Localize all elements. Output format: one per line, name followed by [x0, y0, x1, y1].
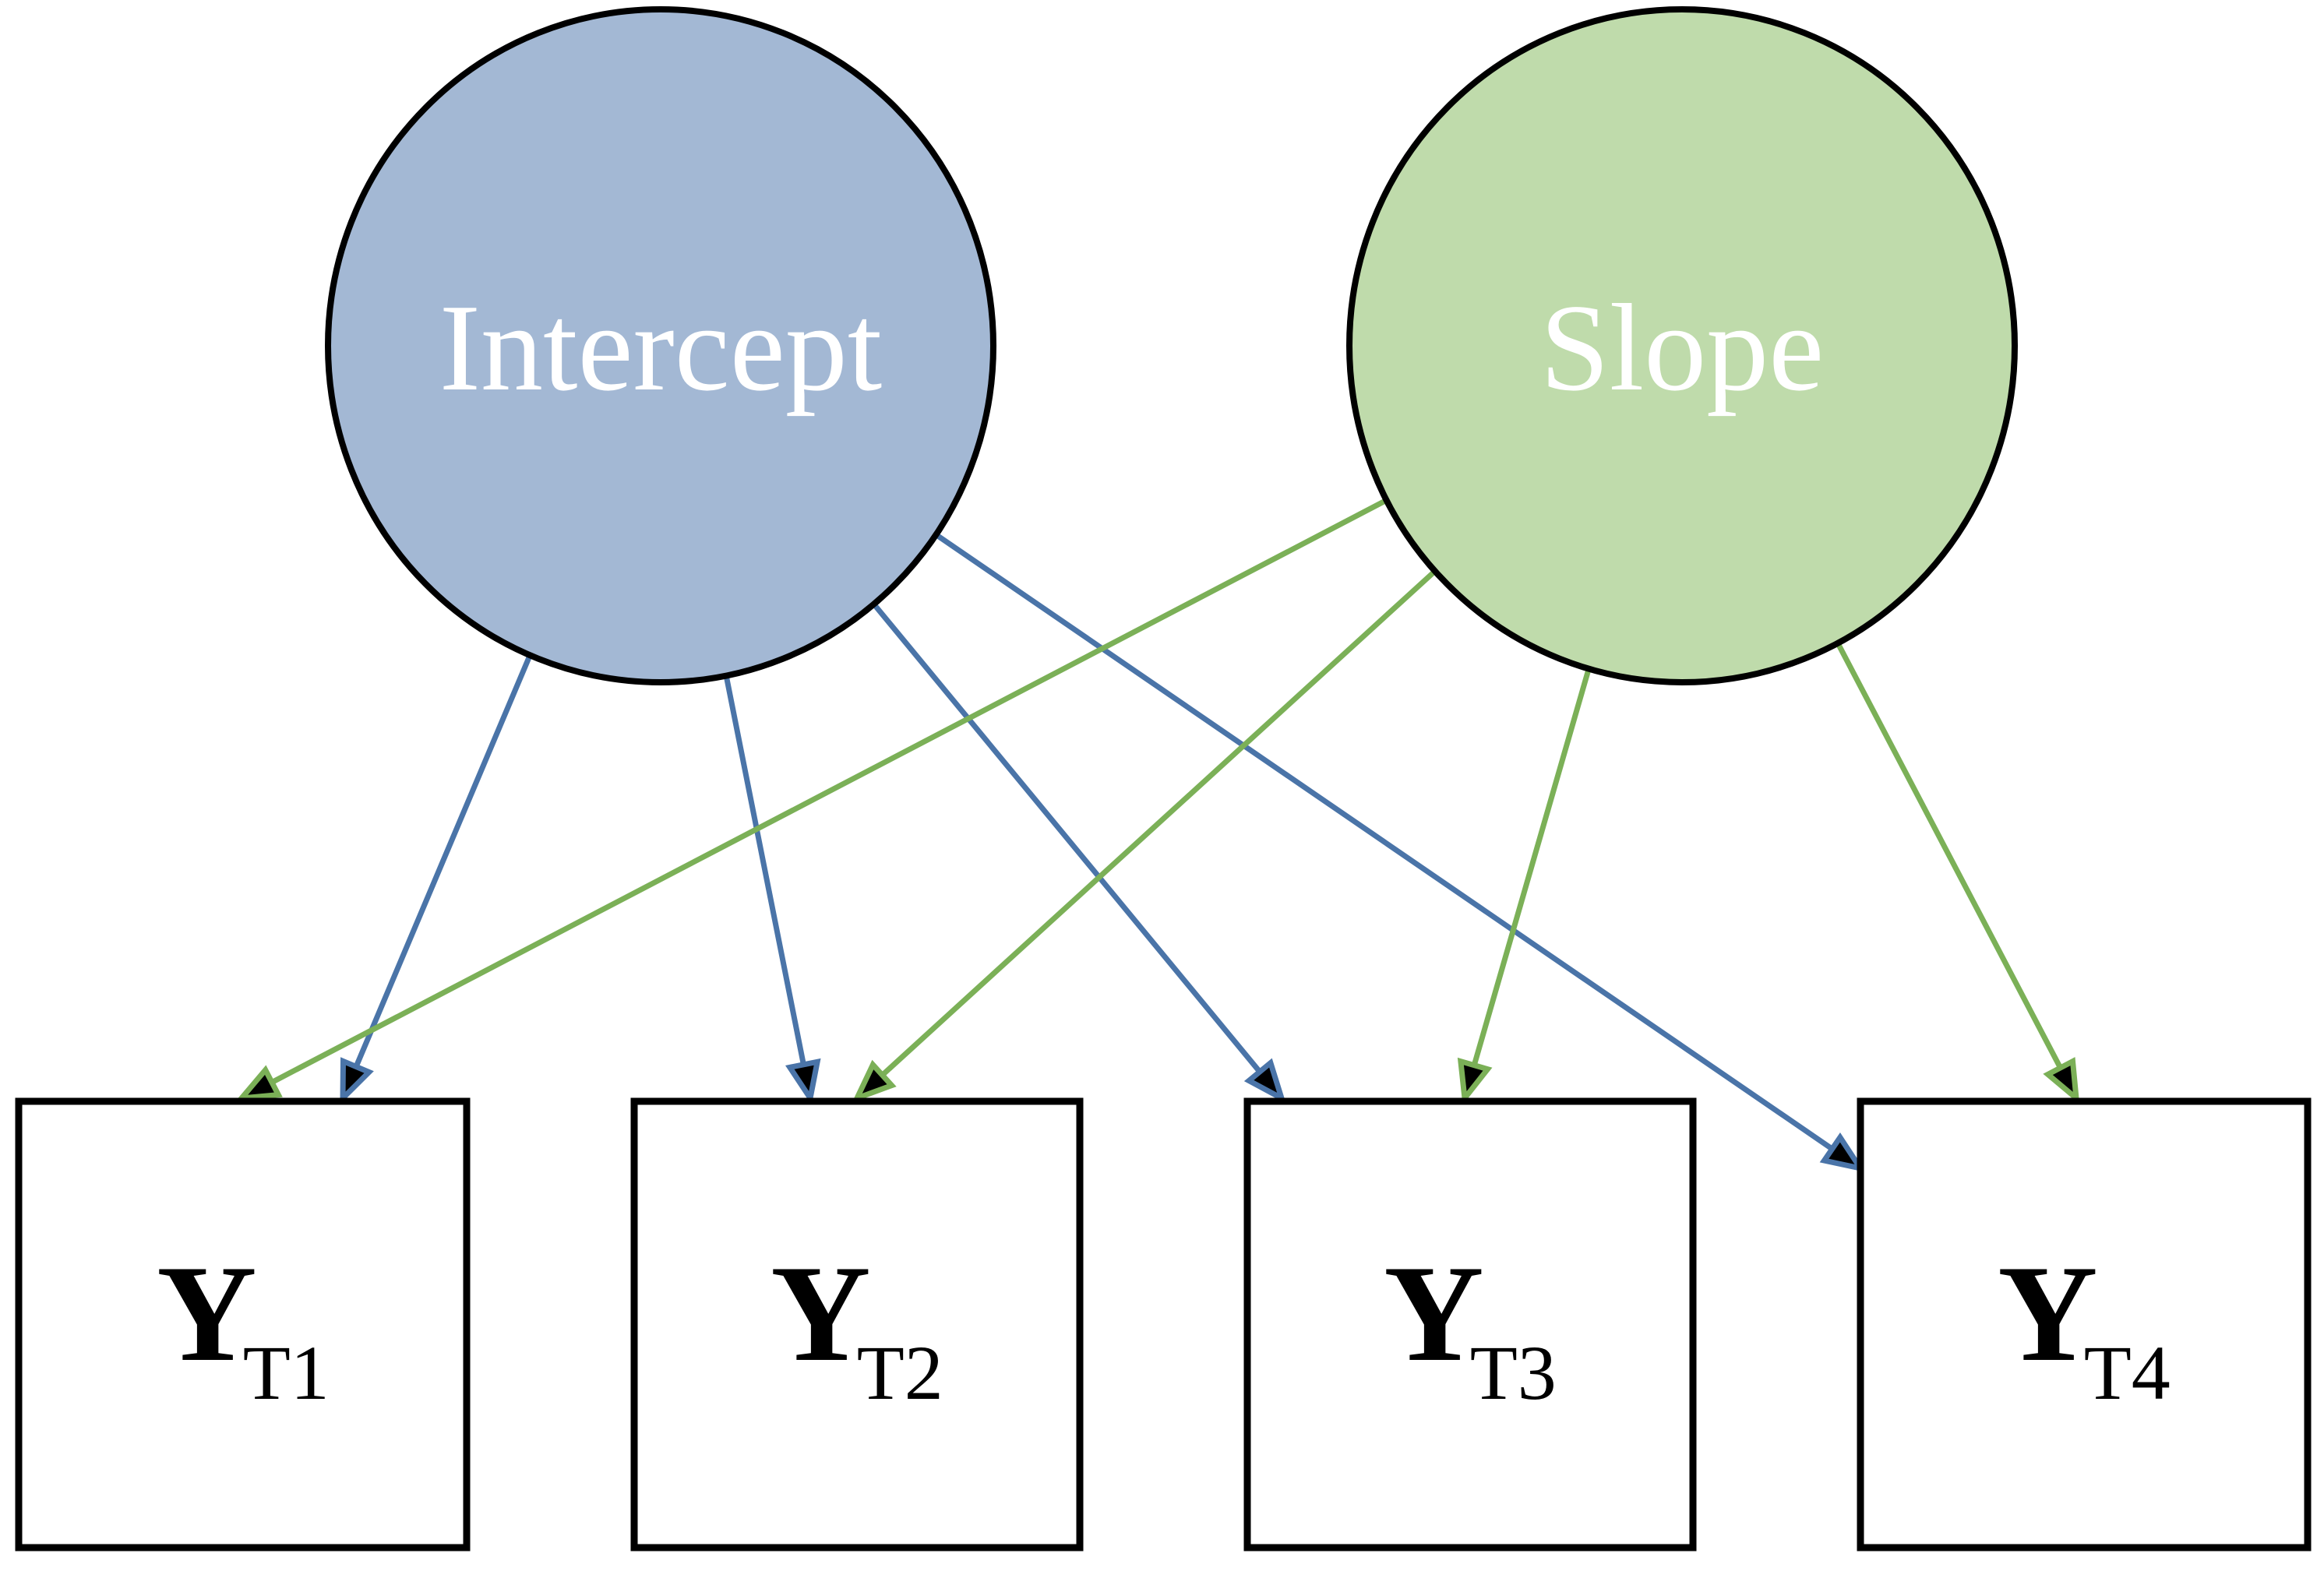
path-line [872, 602, 1262, 1074]
observed-node-yt4: YT4 [1857, 1097, 2312, 1551]
open-arrowhead-icon [2043, 1057, 2080, 1105]
yt4-label: YT4 [1998, 1236, 2171, 1416]
observed-node-yt3: YT3 [1243, 1097, 1697, 1551]
yt4-box [1857, 1097, 2312, 1551]
yt3-main: Y [1384, 1236, 1484, 1390]
slope-label: Slope [1540, 278, 1824, 417]
observed-node-yt1: YT1 [15, 1097, 471, 1551]
open-arrowhead-icon [340, 1057, 374, 1105]
yt4-main: Y [1998, 1236, 2098, 1390]
path-slope-to-yt4 [1835, 641, 2080, 1105]
open-arrowhead-icon [1243, 1058, 1286, 1104]
path-line [880, 569, 1437, 1077]
open-arrowhead-icon [785, 1058, 821, 1106]
yt3-subscript: T3 [1470, 1330, 1557, 1416]
open-arrowhead-icon [852, 1059, 897, 1104]
path-intercept-to-yt4 [935, 533, 1867, 1173]
yt3-box [1243, 1097, 1697, 1551]
path-line [1835, 641, 2063, 1069]
yt1-label: YT1 [157, 1236, 330, 1416]
path-line [723, 674, 806, 1065]
yt2-subscript: T2 [857, 1330, 943, 1416]
path-slope-to-yt3 [1457, 667, 1592, 1105]
latent-node-intercept: Intercept [325, 6, 996, 685]
yt2-label: YT2 [771, 1236, 943, 1416]
yt2-main: Y [771, 1236, 871, 1390]
path-line [1471, 667, 1592, 1066]
intercept-label: Intercept [439, 278, 883, 417]
yt3-label: YT3 [1384, 1236, 1557, 1416]
intercept-circle [325, 6, 996, 685]
yt1-box [15, 1097, 471, 1551]
yt2-box [630, 1097, 1084, 1551]
path-intercept-to-yt1 [340, 653, 533, 1105]
yt4-subscript: T4 [2084, 1330, 2171, 1416]
open-arrowhead-icon [1457, 1057, 1493, 1105]
open-arrowhead-icon [235, 1065, 283, 1102]
paths-layer [235, 498, 2080, 1173]
slope-circle [1346, 6, 2018, 685]
path-slope-to-yt1 [235, 498, 1387, 1102]
path-line [935, 533, 1834, 1151]
observed-node-yt2: YT2 [630, 1097, 1084, 1551]
path-slope-to-yt2 [852, 569, 1437, 1104]
yt1-main: Y [157, 1236, 257, 1390]
latent-node-slope: Slope [1346, 6, 2018, 685]
path-intercept-to-yt2 [723, 674, 821, 1106]
path-line [270, 498, 1387, 1085]
open-arrowhead-icon [1819, 1132, 1867, 1173]
path-intercept-to-yt3 [872, 602, 1286, 1104]
path-line [353, 653, 533, 1068]
yt1-subscript: T1 [243, 1330, 330, 1416]
